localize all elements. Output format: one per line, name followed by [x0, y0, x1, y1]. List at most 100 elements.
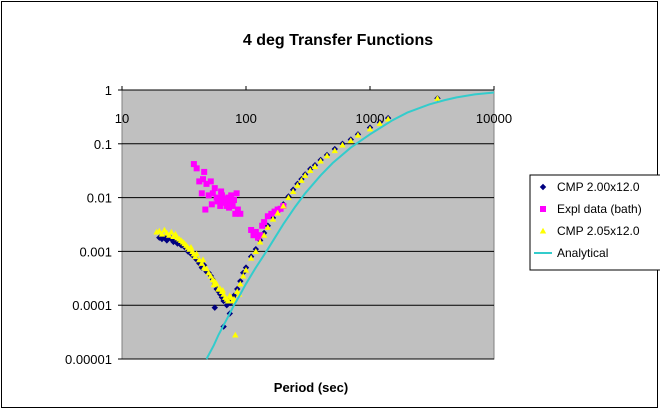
x-axis-tick-labels: 10 100 1000 10000	[115, 111, 512, 126]
data-point-triangle	[339, 141, 346, 148]
data-point-triangle	[210, 281, 218, 288]
data-point-square	[203, 180, 210, 187]
data-point-square	[190, 161, 197, 168]
data-point-triangle	[252, 248, 260, 254]
data-point-triangle	[161, 226, 168, 233]
data-point-triangle	[260, 232, 268, 238]
data-point-triangle	[323, 152, 331, 159]
data-point-triangle	[274, 209, 281, 216]
series-2	[190, 161, 287, 241]
data-point-triangle	[264, 224, 272, 230]
data-point-square	[234, 206, 241, 213]
plot-area	[121, 89, 495, 360]
data-point-triangle	[384, 115, 392, 122]
legend-label: CMP 2.00x12.0	[557, 180, 640, 194]
data-point-square	[209, 190, 216, 197]
y-tick-label: 0.001	[79, 244, 112, 259]
data-point-triangle	[198, 260, 205, 266]
data-point-triangle	[301, 172, 309, 178]
data-point-triangle	[156, 227, 163, 234]
data-point-square	[232, 210, 239, 217]
series-4	[205, 91, 495, 360]
legend-swatch-square	[540, 206, 546, 212]
data-series	[153, 91, 495, 360]
data-point-square	[248, 226, 255, 233]
data-point-square	[259, 222, 266, 229]
data-point-triangle	[240, 272, 247, 279]
data-point-triangle	[376, 120, 384, 126]
data-point-triangle	[347, 137, 354, 144]
data-point-triangle	[187, 243, 195, 250]
data-point-triangle	[285, 194, 292, 201]
data-point-triangle	[193, 250, 200, 257]
data-point-square	[250, 232, 257, 239]
data-point-square	[261, 219, 268, 226]
series-3	[153, 95, 441, 338]
data-point-square	[218, 188, 225, 195]
data-point-triangle	[366, 125, 374, 132]
data-point-square	[193, 165, 200, 172]
data-point-square	[211, 185, 218, 192]
chart-title: 4 deg Transfer Functions	[243, 32, 433, 49]
data-point-triangle	[203, 265, 210, 272]
data-point-square	[208, 201, 215, 208]
data-point-triangle	[289, 188, 297, 195]
data-point-square	[221, 195, 228, 202]
legend: CMP 2.00x12.0 Expl data (bath) CMP 2.05x12…	[529, 174, 660, 271]
data-point-diamond	[220, 297, 227, 305]
y-tick-label: 1	[105, 83, 112, 98]
legend-swatch-triangle	[539, 227, 547, 234]
data-point-triangle	[168, 228, 175, 235]
data-point-triangle	[165, 232, 173, 238]
legend-label: CMP 2.05x12.0	[557, 224, 640, 238]
data-point-square	[205, 192, 212, 199]
data-point-square	[214, 198, 221, 205]
data-point-triangle	[307, 167, 314, 173]
data-point-triangle	[256, 238, 264, 245]
data-point-square	[226, 204, 233, 211]
data-point-triangle	[158, 230, 166, 237]
data-point-square	[201, 168, 208, 175]
analytical-line	[205, 91, 495, 360]
data-point-square	[230, 197, 237, 204]
data-point-square	[198, 190, 205, 197]
y-tick-label: 0.00001	[65, 352, 112, 367]
y-tick-label: 0.01	[87, 191, 112, 206]
data-point-diamond	[211, 304, 218, 311]
data-point-square	[199, 176, 206, 183]
data-point-square	[264, 213, 271, 220]
data-point-square	[229, 202, 236, 209]
data-point-triangle	[269, 215, 277, 222]
y-tick-label: 0.1	[94, 137, 112, 152]
data-point-square	[207, 178, 214, 185]
data-point-triangle	[280, 202, 287, 209]
data-point-triangle	[331, 147, 338, 154]
data-point-triangle	[232, 331, 239, 338]
data-point-triangle	[199, 256, 207, 263]
data-point-triangle	[230, 295, 238, 302]
x-tick-label: 10000	[476, 111, 512, 126]
legend-label: Expl data (bath)	[557, 202, 642, 216]
data-point-triangle	[242, 266, 250, 273]
data-point-square	[217, 202, 224, 209]
legend-box	[529, 174, 660, 271]
data-point-triangle	[237, 280, 244, 287]
data-point-triangle	[311, 163, 319, 169]
data-point-triangle	[298, 177, 305, 183]
data-point-triangle	[294, 182, 301, 188]
data-point-square	[271, 208, 278, 215]
data-point-triangle	[219, 287, 227, 293]
data-point-diamond	[163, 237, 171, 244]
y-tick-label: 0.0001	[72, 298, 112, 313]
x-tick-label: 10	[115, 111, 129, 126]
data-point-triangle	[247, 254, 255, 261]
data-point-triangle	[434, 95, 441, 101]
data-point-square	[237, 210, 244, 217]
x-tick-label: 100	[235, 111, 257, 126]
data-point-square	[268, 210, 275, 217]
data-point-square	[233, 190, 240, 197]
data-point-square	[252, 228, 259, 235]
y-axis-tick-labels: 1 0.1 0.01 0.001 0.0001 0.00001	[65, 83, 112, 367]
legend-label: Analytical	[557, 246, 608, 260]
